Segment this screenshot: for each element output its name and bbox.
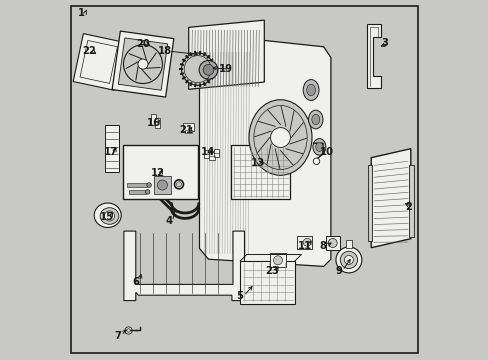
Text: 22: 22	[82, 46, 96, 56]
Ellipse shape	[335, 247, 361, 273]
Text: 1: 1	[78, 8, 85, 18]
Text: 23: 23	[265, 266, 279, 276]
Ellipse shape	[181, 53, 213, 85]
Bar	[325, 236, 339, 250]
Ellipse shape	[303, 238, 310, 246]
Text: 19: 19	[218, 64, 232, 74]
Bar	[270, 253, 285, 267]
Text: 18: 18	[158, 46, 172, 56]
Ellipse shape	[312, 139, 325, 155]
Ellipse shape	[203, 64, 213, 75]
Ellipse shape	[146, 183, 151, 187]
Ellipse shape	[273, 256, 282, 265]
Polygon shape	[366, 24, 380, 88]
Bar	[230, 145, 289, 199]
Text: 20: 20	[136, 39, 149, 49]
Text: 12: 12	[150, 168, 164, 178]
Text: 15: 15	[100, 212, 114, 222]
Ellipse shape	[157, 180, 167, 190]
Ellipse shape	[303, 80, 318, 100]
Text: 6: 6	[132, 276, 139, 287]
Text: 10: 10	[319, 147, 333, 157]
Text: 16: 16	[146, 118, 161, 128]
Text: 14: 14	[200, 147, 214, 157]
Bar	[151, 114, 156, 125]
Text: 4: 4	[165, 216, 172, 226]
Ellipse shape	[125, 327, 132, 334]
Text: 21: 21	[179, 125, 193, 135]
Ellipse shape	[308, 110, 322, 129]
Ellipse shape	[94, 203, 121, 228]
Bar	[127, 183, 147, 187]
Polygon shape	[199, 36, 330, 266]
Ellipse shape	[344, 256, 353, 264]
Ellipse shape	[138, 59, 148, 69]
Polygon shape	[370, 149, 410, 248]
Ellipse shape	[104, 211, 114, 221]
Polygon shape	[123, 231, 244, 301]
Text: 11: 11	[297, 240, 311, 251]
Ellipse shape	[270, 128, 290, 148]
Bar	[203, 150, 209, 158]
Ellipse shape	[311, 114, 319, 125]
Ellipse shape	[327, 238, 337, 248]
Ellipse shape	[126, 329, 130, 332]
Ellipse shape	[315, 142, 322, 152]
Bar	[153, 176, 171, 194]
Text: 13: 13	[251, 158, 264, 168]
Text: 5: 5	[236, 291, 243, 301]
Text: 17: 17	[103, 147, 117, 157]
Bar	[213, 149, 219, 157]
Bar	[185, 130, 192, 133]
Bar	[297, 236, 311, 249]
Polygon shape	[188, 20, 264, 89]
Ellipse shape	[248, 100, 311, 175]
Bar	[155, 118, 160, 128]
Polygon shape	[118, 38, 167, 90]
Text: 7: 7	[114, 330, 121, 341]
Bar	[367, 165, 371, 241]
Polygon shape	[73, 33, 124, 90]
Bar	[408, 165, 413, 237]
Bar	[122, 145, 198, 199]
Polygon shape	[112, 31, 173, 97]
Ellipse shape	[100, 208, 119, 224]
Ellipse shape	[340, 251, 357, 269]
Ellipse shape	[313, 158, 319, 165]
Ellipse shape	[306, 84, 315, 96]
Bar	[209, 151, 215, 160]
Ellipse shape	[123, 45, 162, 84]
Bar	[240, 261, 294, 304]
Bar	[128, 190, 145, 194]
Bar	[346, 240, 351, 248]
Bar	[183, 123, 194, 131]
Ellipse shape	[199, 60, 218, 79]
Text: 8: 8	[319, 240, 326, 251]
Text: 3: 3	[381, 38, 387, 48]
Ellipse shape	[176, 182, 181, 187]
Ellipse shape	[145, 189, 150, 194]
Text: 2: 2	[404, 202, 411, 212]
Text: 9: 9	[335, 266, 342, 276]
Bar	[105, 125, 119, 172]
